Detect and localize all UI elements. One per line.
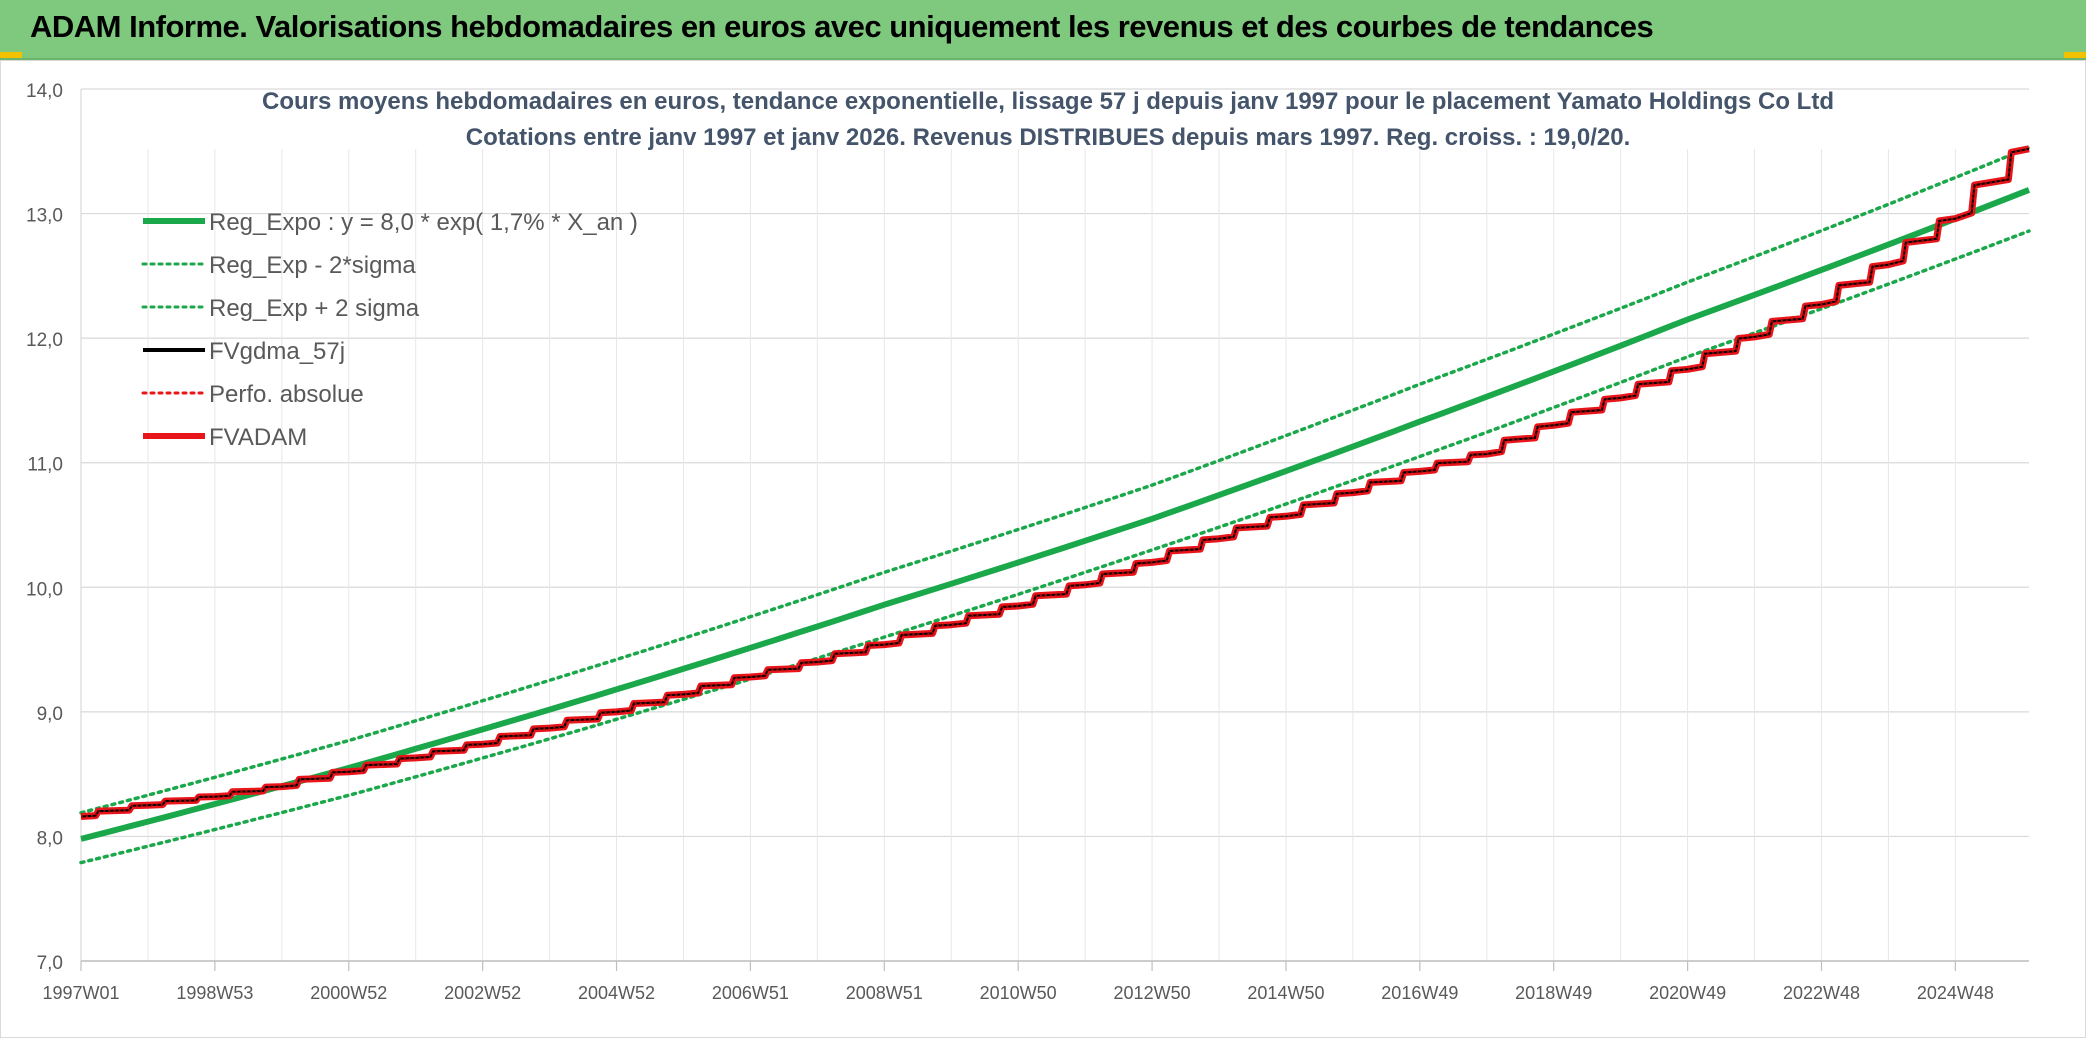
x-tick-label: 2000W52 [310,983,387,1003]
y-tick-label: 11,0 [27,455,63,476]
chart-title-line-1: Cours moyens hebdomadaires en euros, ten… [262,88,1834,115]
y-tick-label: 10,0 [26,579,63,600]
legend-label: Reg_Exp - 2*sigma [209,252,416,279]
x-tick-label: 2012W50 [1114,983,1191,1003]
y-tick-label: 14,0 [26,81,63,102]
x-tick-label: 2002W52 [444,983,521,1003]
legend-label: FVgdma_57j [209,338,345,365]
y-tick-label: 13,0 [26,206,63,227]
series-fvgdma-57j [80,147,2030,818]
x-tick-label: 2024W48 [1917,983,1994,1003]
x-tick-label: 2014W50 [1247,983,1324,1003]
chart-title-line-2: Cotations entre janv 1997 et janv 2026. … [466,124,1631,151]
y-tick-label: 12,0 [26,330,63,351]
y-tick-label: 7,0 [37,953,63,974]
legend-label: Reg_Exp + 2 sigma [209,295,420,322]
x-tick-label: 2008W51 [846,983,923,1003]
y-tick-label: 9,0 [37,704,63,725]
legend-label: FVADAM [209,424,307,451]
banner-title: ADAM Informe. Valorisations hebdomadaire… [30,9,1654,44]
x-tick-label: 2010W50 [980,983,1057,1003]
x-tick-label: 1997W01 [42,983,119,1003]
x-tick-label: 2020W49 [1649,983,1726,1003]
x-tick-label: 1998W53 [176,983,253,1003]
series-reg-plus-2sigma [79,145,2031,815]
series-fvadam [80,145,2030,820]
legend-label: Reg_Expo : y = 8,0 * exp( 1,7% * X_an ) [209,209,638,236]
chart-area: 7,0 8,0 9,0 10,0 11,0 12,0 13,0 14,0 1997W01 1998… [0,60,2086,1038]
yellow-corner-left [0,52,22,58]
x-tick-label: 2022W48 [1783,983,1860,1003]
x-tick-label: 2018W49 [1515,983,1592,1003]
x-tick-label: 2006W51 [712,983,789,1003]
x-tick-label: 2016W49 [1381,983,1458,1003]
x-tick-label: 2004W52 [578,983,655,1003]
series-reg-expo [80,187,2031,842]
report-banner: ADAM Informe. Valorisations hebdomadaire… [0,0,2086,60]
line-chart: 7,0 8,0 9,0 10,0 11,0 12,0 13,0 14,0 1997W01 1998… [26,81,2031,1003]
yellow-corner-right [2064,52,2086,58]
y-tick-label: 8,0 [37,828,63,849]
series-reg-minus-2sigma [79,229,2031,865]
legend-label: Perfo. absolue [209,381,364,408]
series-perfo-absolue [80,148,2030,818]
